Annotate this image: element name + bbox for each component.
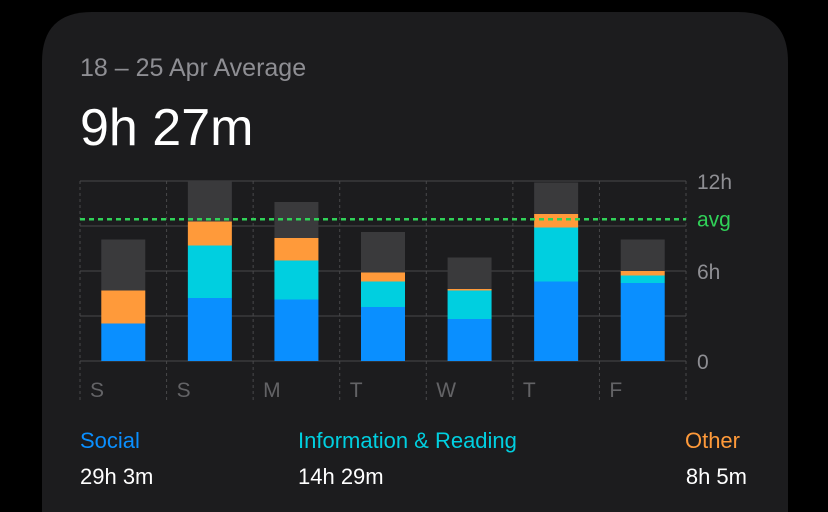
bar-segment — [620, 271, 665, 276]
x-tick-label: T — [350, 379, 363, 402]
bar-segment — [534, 182, 579, 214]
bar-segment — [187, 298, 232, 361]
x-tick-label: F — [609, 379, 622, 402]
legend-total: 29h 3m — [80, 464, 153, 489]
bar-segment — [534, 214, 579, 228]
bar-segment — [274, 260, 319, 300]
x-tick-label: M — [263, 379, 281, 402]
bar-segment — [101, 323, 146, 361]
y-tick-label: 12h — [697, 171, 732, 194]
legend-total: 8h 5m — [686, 464, 747, 489]
headline: 9h 27m — [80, 99, 253, 157]
bar-segment — [447, 319, 492, 361]
chart-title: 18 – 25 Apr Average — [80, 54, 306, 82]
bar-segment — [447, 290, 492, 319]
bar-segment — [534, 281, 579, 361]
x-tick-label: S — [90, 379, 104, 402]
bar-segment — [361, 307, 405, 361]
bar-segment — [620, 239, 665, 271]
x-tick-label: S — [177, 379, 191, 402]
card — [42, 12, 788, 512]
bar-segment — [187, 221, 232, 246]
average-label: avg — [697, 208, 731, 231]
bar-segment — [620, 275, 665, 283]
bar-segment — [447, 289, 492, 291]
bar-segment — [447, 257, 492, 289]
legend-label: Information & Reading — [298, 428, 517, 453]
legend-label: Social — [80, 428, 140, 453]
bar-segment — [620, 283, 665, 361]
y-tick-label: 0 — [697, 351, 709, 374]
bar-segment — [274, 299, 319, 361]
y-tick-label: 6h — [697, 261, 720, 284]
bar-segment — [534, 227, 579, 282]
x-tick-label: W — [436, 379, 456, 402]
bar-segment — [101, 290, 146, 324]
legend-label: Other — [685, 428, 740, 453]
bar-segment — [101, 239, 146, 291]
bar-segment — [187, 245, 232, 298]
bar-segment — [274, 238, 319, 261]
bar-segment — [361, 281, 405, 307]
legend-total: 14h 29m — [298, 464, 384, 489]
bar-segment — [187, 181, 232, 222]
bar-segment — [361, 232, 405, 273]
x-tick-label: T — [523, 379, 536, 402]
bar-segment — [361, 272, 405, 282]
